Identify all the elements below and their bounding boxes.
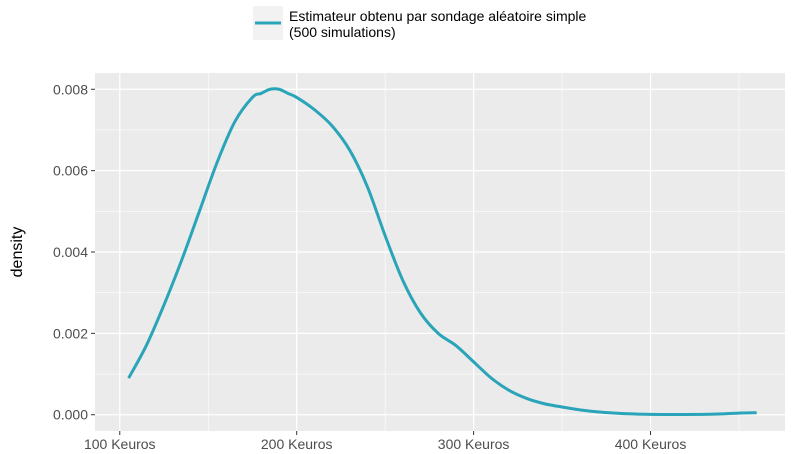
legend: Estimateur obtenu par sondage aléatoire … (253, 6, 587, 40)
x-tick-label: 300 Keuros (438, 436, 510, 452)
x-axis: 100 Keuros 200 Keuros 300 Keuros 400 Keuros (84, 431, 686, 452)
y-tick-label: 0.002 (53, 325, 88, 341)
y-tick-label: 0.006 (53, 163, 88, 179)
legend-label: Estimateur obtenu par sondage aléatoire … (289, 8, 587, 40)
y-tick-label: 0.008 (53, 81, 88, 97)
y-axis-title: density (9, 227, 26, 278)
y-tick-label: 0.004 (53, 244, 88, 260)
x-tick-label: 100 Keuros (84, 436, 156, 452)
density-line (127, 87, 757, 417)
x-tick-label: 400 Keuros (615, 436, 687, 452)
legend-label-line: Estimateur obtenu par sondage aléatoire … (289, 8, 587, 24)
legend-label-line: (500 simulations) (289, 24, 396, 40)
y-axis: 0.000 0.002 0.004 0.006 0.008 (53, 81, 95, 423)
y-tick-label: 0.000 (53, 407, 88, 423)
x-tick-label: 200 Keuros (261, 436, 333, 452)
